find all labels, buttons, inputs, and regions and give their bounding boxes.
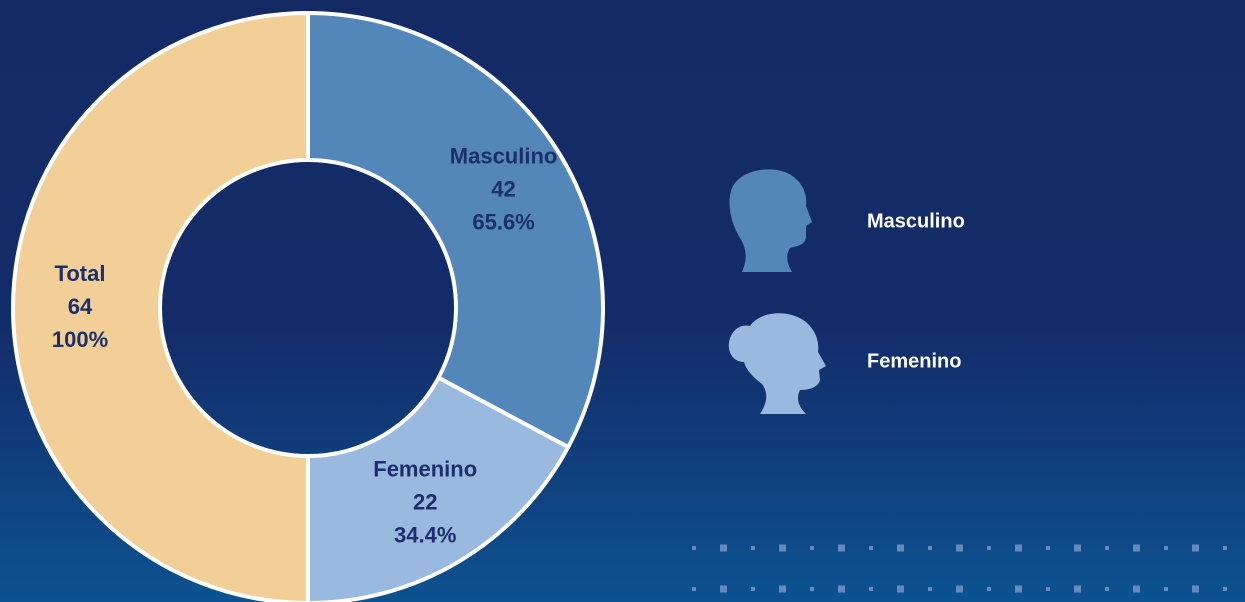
dot xyxy=(1133,544,1140,552)
dot xyxy=(1164,587,1168,591)
donut-segment xyxy=(306,10,605,450)
legend-label: Femenino xyxy=(867,350,961,372)
segment-percent: 34.4% xyxy=(394,522,456,547)
dot xyxy=(1074,544,1081,552)
dot xyxy=(1192,585,1199,593)
dot xyxy=(838,544,845,552)
dot xyxy=(987,587,991,591)
dot xyxy=(1046,587,1050,591)
legend: Masculino Femenino xyxy=(728,169,965,414)
segment-percent: 65.6% xyxy=(472,210,534,235)
dot xyxy=(869,587,873,591)
dot xyxy=(692,587,696,591)
dot xyxy=(1133,585,1140,593)
dot xyxy=(810,546,814,550)
dot xyxy=(720,585,727,593)
donut xyxy=(11,10,605,602)
segment-name: Femenino xyxy=(373,456,477,481)
dot xyxy=(928,546,932,550)
data-labels: Masculino 42 65.6% Femenino 22 34.4% Total 64 10… xyxy=(52,144,557,548)
female-icon xyxy=(728,313,826,414)
dot xyxy=(1164,546,1168,550)
segment-value: 42 xyxy=(491,177,515,202)
dot xyxy=(751,546,755,550)
dot xyxy=(1105,587,1109,591)
dot xyxy=(779,585,786,593)
dot xyxy=(779,544,786,552)
decoration xyxy=(692,544,1227,593)
segment-value: 22 xyxy=(413,489,437,514)
donut-segment xyxy=(11,10,310,602)
donut-segment xyxy=(306,375,571,602)
dot xyxy=(869,546,873,550)
dot xyxy=(987,546,991,550)
dot xyxy=(810,587,814,591)
male-icon xyxy=(729,169,812,272)
segment-value: 64 xyxy=(68,294,93,319)
dot xyxy=(1046,546,1050,550)
segment-percent: 100% xyxy=(52,327,108,352)
dot xyxy=(1192,544,1199,552)
dot xyxy=(1015,585,1022,593)
dot xyxy=(692,546,696,550)
dot xyxy=(751,587,755,591)
dot xyxy=(956,585,963,593)
dot xyxy=(720,544,727,552)
dot xyxy=(838,585,845,593)
dot xyxy=(1015,544,1022,552)
dot xyxy=(897,585,904,593)
dot xyxy=(1105,546,1109,550)
dot xyxy=(1074,585,1081,593)
dot xyxy=(928,587,932,591)
legend-label: Masculino xyxy=(867,210,965,232)
segment-name: Total xyxy=(55,261,106,286)
dot xyxy=(897,544,904,552)
dot xyxy=(1223,587,1227,591)
dot xyxy=(956,544,963,552)
segment-name: Masculino xyxy=(450,144,558,169)
dot xyxy=(1223,546,1227,550)
